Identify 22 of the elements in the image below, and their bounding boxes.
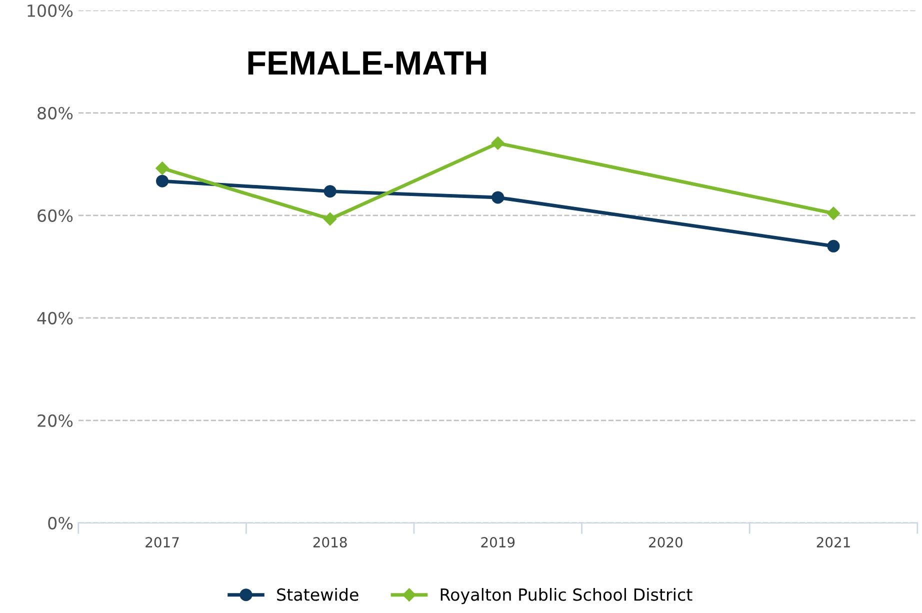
text: FEMALE-MATH [248, 52, 486, 74]
x-tick-label: 2021 [816, 537, 850, 548]
y-tick-label: 0% [48, 516, 73, 530]
y-tick-label: 100% [28, 4, 73, 17]
point [827, 240, 840, 252]
legend-label: Royalton Public School District [440, 588, 692, 604]
point [492, 191, 504, 204]
x-tick-label: 2017 [146, 537, 179, 548]
y-tick-label: 60% [38, 209, 73, 222]
point [156, 174, 169, 188]
legend-label: Statewide [277, 588, 358, 601]
y-tick-label: 20% [38, 414, 73, 427]
x-tick-label: 2018 [313, 537, 347, 548]
point [491, 136, 504, 150]
point [156, 162, 169, 175]
x-tick-label: 2020 [649, 537, 682, 548]
point [323, 212, 337, 226]
point [826, 206, 840, 220]
y-tick-label: 80% [38, 106, 73, 120]
y-tick-label: 40% [37, 312, 73, 324]
x-tick-label: 2019 [481, 537, 515, 548]
point [324, 185, 336, 198]
